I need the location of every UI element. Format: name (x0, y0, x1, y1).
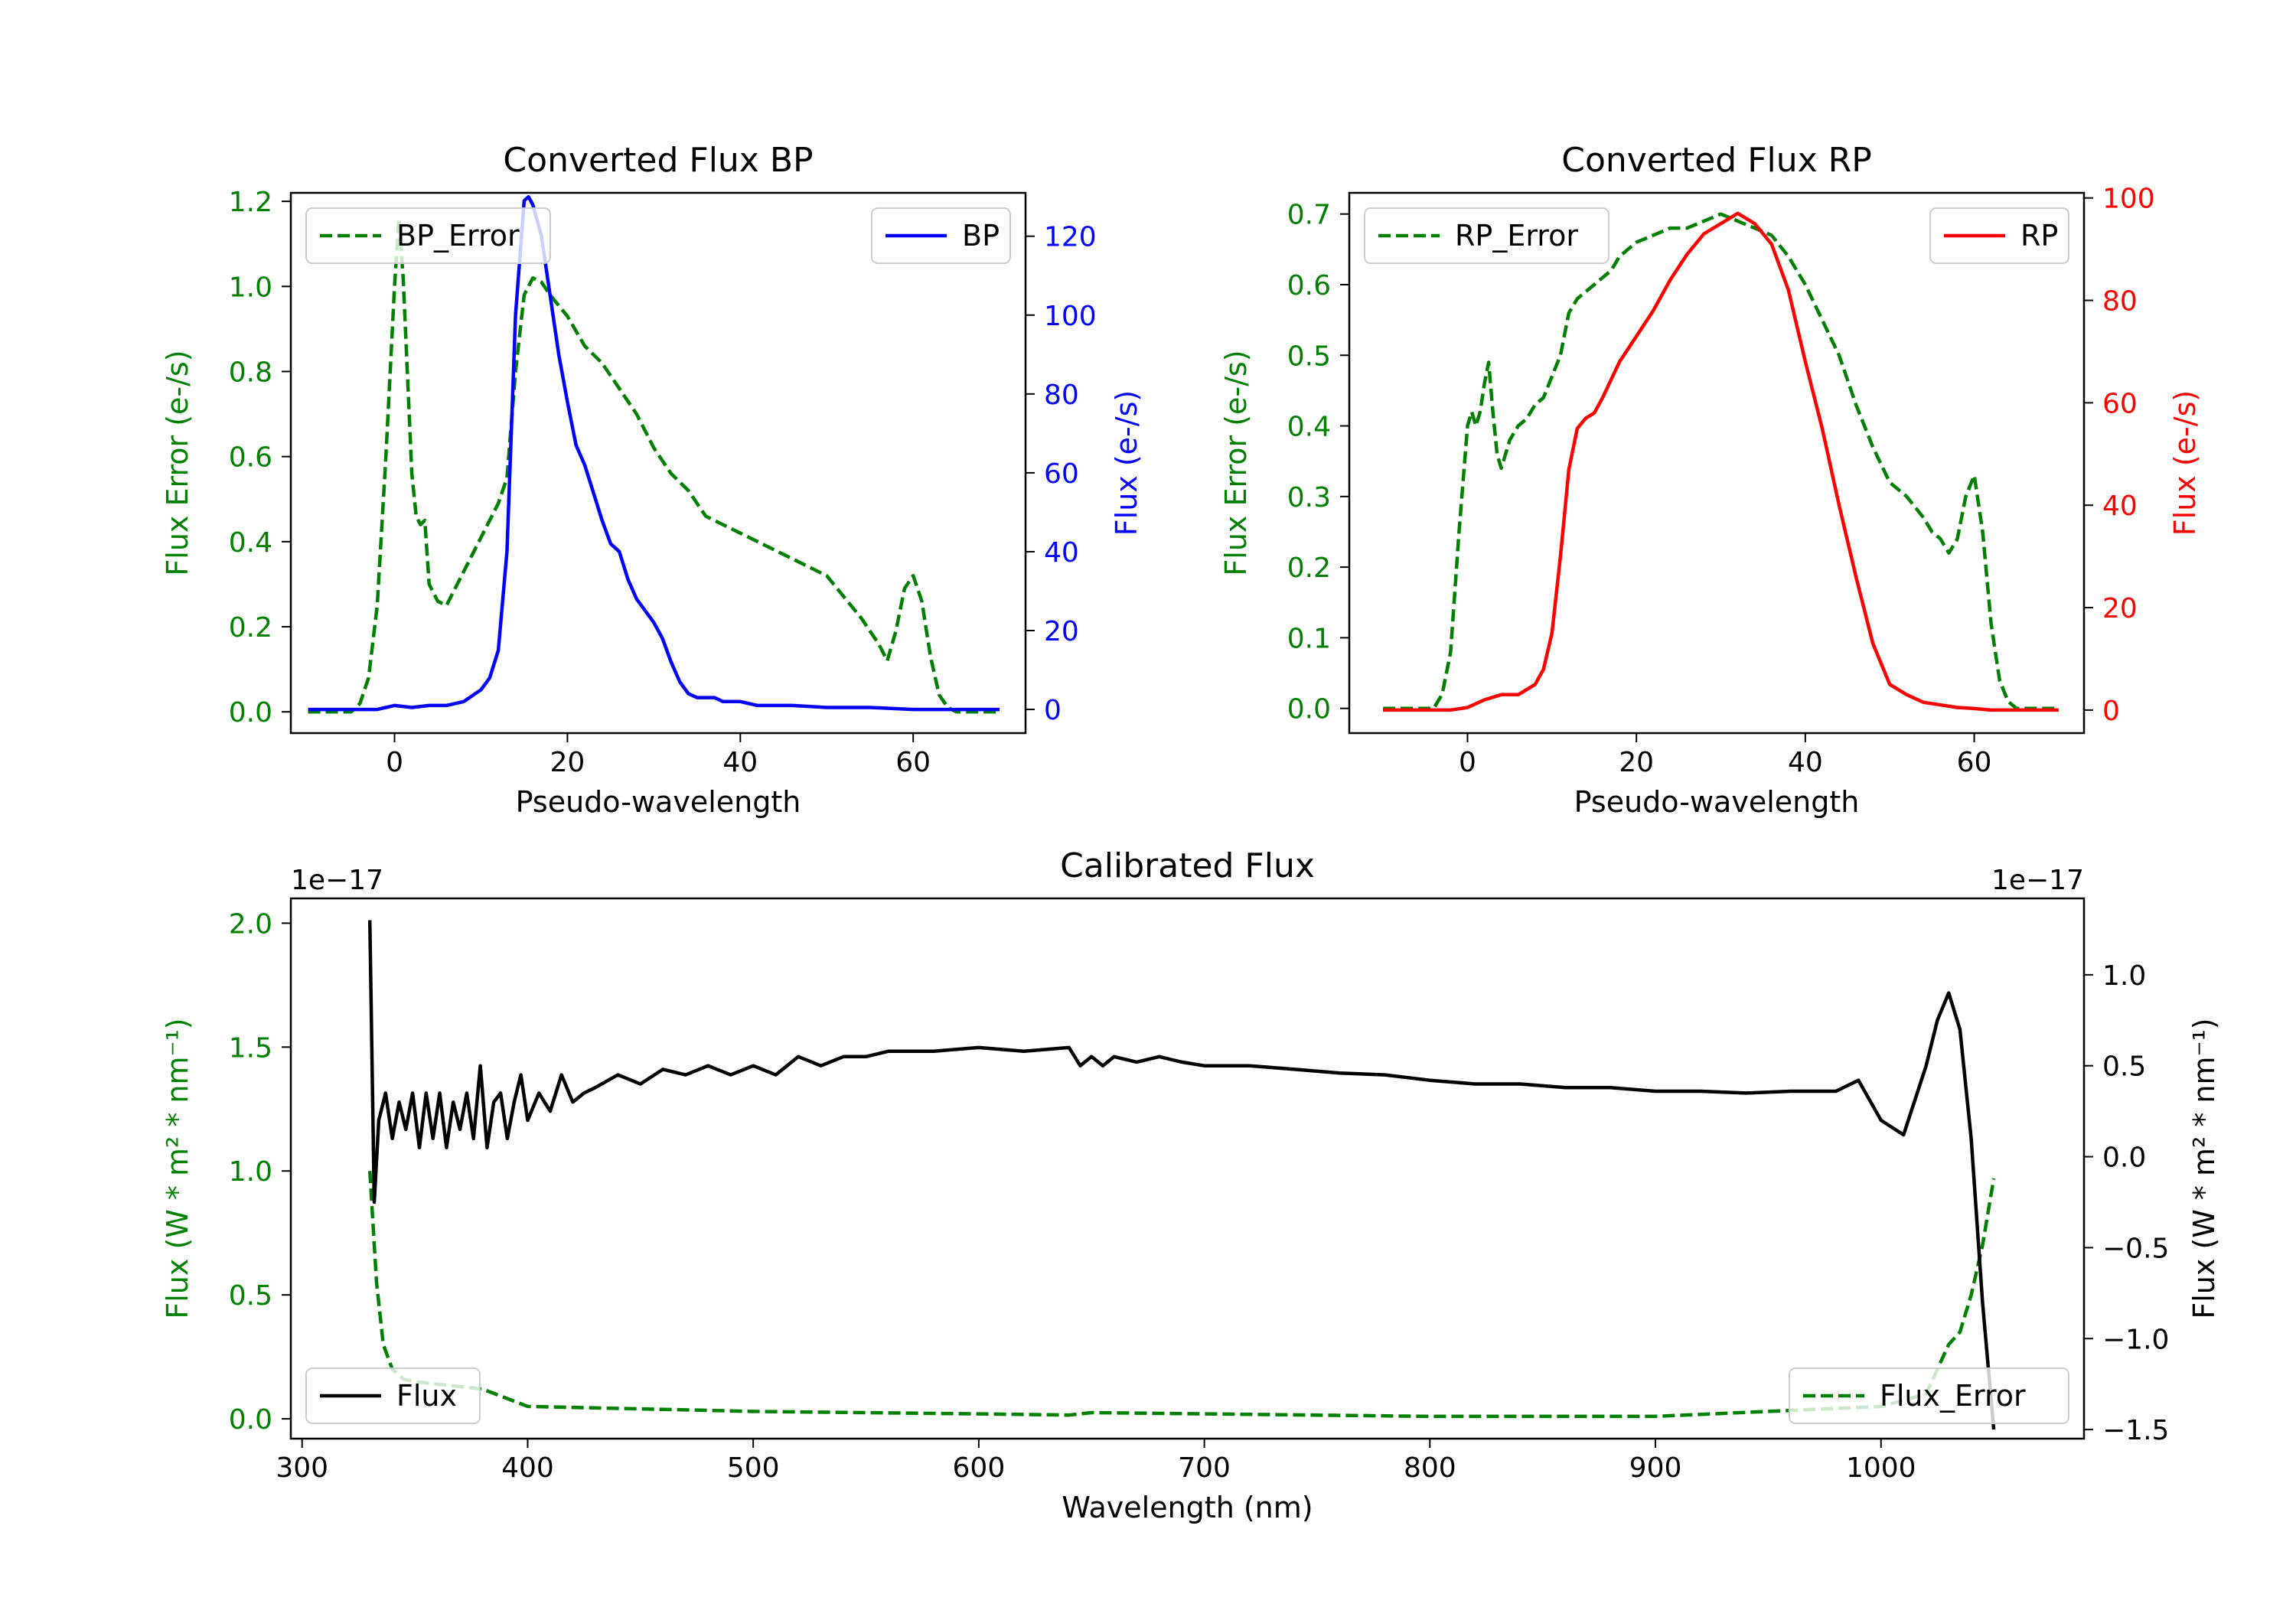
legend-BP: BP (871, 207, 1011, 264)
right-y-tick-label: 40 (2102, 491, 2138, 522)
left-y-axis-label: Flux Error (e-/s) (161, 350, 194, 575)
right-y-axis-label: Flux (e-/s) (1110, 390, 1143, 536)
x-axis-label: Wavelength (nm) (1062, 1491, 1313, 1524)
left-y-tick-label: 0.4 (229, 527, 272, 559)
legend-Flux_Error: Flux_Error (1789, 1367, 2069, 1424)
legend-label: BP (962, 219, 1000, 253)
x-tick-label: 40 (722, 747, 758, 778)
right-y-tick-label: 100 (1044, 301, 1097, 332)
right-y-axis-label: Flux (e-/s) (2168, 390, 2202, 536)
plot-frame (289, 191, 1027, 735)
left-offset-text: 1e−17 (291, 865, 383, 896)
right-y-tick-label: 80 (1044, 380, 1079, 411)
legend-RP: RP (1929, 207, 2069, 264)
right-y-tick-label: −1.5 (2102, 1415, 2169, 1446)
x-tick-label: 1000 (1846, 1452, 1916, 1484)
series-Flux (367, 920, 1996, 1430)
left-y-tick-label: 0.2 (229, 612, 272, 644)
left-y-tick-label: 0.5 (1287, 341, 1331, 372)
series-RP (1383, 211, 2059, 712)
right-y-tick-label: −1.0 (2102, 1324, 2169, 1355)
left-y-axis-label: Flux (W * m² * nm⁻¹) (161, 1018, 194, 1319)
right-y-tick-label: 20 (2102, 593, 2138, 624)
left-y-tick-label: 0.6 (1287, 270, 1331, 302)
right-y-tick-label: −0.5 (2102, 1233, 2169, 1264)
x-tick-label: 900 (1629, 1452, 1682, 1484)
chart-0: Converted Flux BP 0 20 40 60 Pseudo-wavelengt… (161, 141, 1143, 819)
legend-box (305, 207, 551, 264)
left-y-tick-label: 0.2 (1287, 553, 1331, 584)
x-tick-label: 500 (727, 1452, 780, 1484)
x-tick-label: 60 (895, 747, 931, 778)
right-y-tick-label: 20 (1044, 616, 1079, 647)
x-tick-label: 60 (1957, 747, 1992, 778)
left-y-tick-label: 1.5 (229, 1032, 272, 1064)
right-y-tick-label: 100 (2102, 184, 2155, 215)
x-tick-label: 800 (1404, 1452, 1456, 1484)
left-y-tick-label: 0.8 (229, 357, 272, 388)
x-tick-label: 700 (1178, 1452, 1231, 1484)
plot-frame (289, 897, 2086, 1440)
right-y-tick-label: 40 (1044, 537, 1079, 569)
legend-BP_Error: BP_Error (305, 207, 551, 264)
left-y-tick-label: 0.7 (1287, 200, 1331, 231)
chart-title: Converted Flux BP (503, 141, 813, 180)
left-y-tick-label: 0.0 (229, 1404, 272, 1436)
x-tick-label: 600 (953, 1452, 1006, 1484)
x-tick-label: 0 (386, 747, 403, 778)
left-y-tick-label: 1.0 (229, 272, 272, 303)
series-BP (308, 194, 1000, 712)
plot-frame (1348, 191, 2086, 735)
right-y-tick-label: 0 (2102, 696, 2120, 727)
x-tick-label: 20 (550, 747, 585, 778)
right-y-tick-label: 60 (1044, 458, 1079, 490)
x-tick-label: 400 (501, 1452, 554, 1484)
left-y-tick-label: 0.3 (1287, 482, 1331, 513)
series-BP_Error (308, 217, 1000, 714)
x-tick-label: 20 (1619, 747, 1654, 778)
legend-label: RP_Error (1455, 219, 1578, 253)
x-axis-label: Pseudo-wavelength (516, 785, 801, 819)
series-RP_Error (1383, 212, 2059, 710)
legend-label: RP (2020, 219, 2058, 253)
right-offset-text: 1e−17 (1991, 865, 2084, 896)
x-tick-label: 40 (1788, 747, 1823, 778)
chart-title: Converted Flux RP (1561, 141, 1872, 180)
chart-title: Calibrated Flux (1060, 846, 1315, 885)
left-y-axis-label: Flux Error (e-/s) (1219, 350, 1253, 575)
right-y-tick-label: 0 (1044, 695, 1062, 726)
legend-label: Flux (396, 1379, 457, 1413)
right-y-tick-label: 120 (1044, 222, 1097, 253)
right-y-tick-label: 1.0 (2102, 960, 2146, 992)
legend-box (1364, 207, 1609, 264)
x-tick-label: 300 (276, 1452, 328, 1484)
right-y-tick-label: 0.0 (2102, 1143, 2146, 1174)
right-y-tick-label: 80 (2102, 286, 2138, 318)
left-y-tick-label: 0.0 (229, 697, 272, 729)
left-y-tick-label: 2.0 (229, 908, 272, 940)
legend-label: Flux_Error (1880, 1379, 2026, 1413)
left-y-tick-label: 0.1 (1287, 623, 1331, 654)
chart-1: Converted Flux RP 0 20 40 60 Pseudo-wavelengt… (1219, 141, 2202, 819)
left-y-tick-label: 1.0 (229, 1156, 272, 1188)
left-y-tick-label: 0.0 (1287, 694, 1331, 725)
left-y-tick-label: 0.4 (1287, 412, 1331, 443)
legend-box (305, 1367, 481, 1424)
x-axis-label: Pseudo-wavelength (1574, 785, 1860, 819)
legend-label: BP_Error (396, 219, 520, 253)
legend-box (1789, 1367, 2069, 1424)
legend-RP_Error: RP_Error (1364, 207, 1609, 264)
x-tick-label: 0 (1459, 747, 1476, 778)
left-y-tick-label: 1.2 (229, 187, 272, 218)
right-y-axis-label: Flux (W * m² * nm⁻¹) (2187, 1018, 2221, 1319)
left-y-tick-label: 0.5 (229, 1280, 272, 1312)
chart-2: Calibrated Flux 300 400 500 600 700 800 900 1000… (161, 846, 2221, 1524)
right-y-tick-label: 60 (2102, 388, 2138, 419)
series-Flux_Error (367, 1171, 1996, 1419)
legend-Flux: Flux (305, 1367, 481, 1424)
left-y-tick-label: 0.6 (229, 442, 272, 474)
right-y-tick-label: 0.5 (2102, 1051, 2146, 1083)
